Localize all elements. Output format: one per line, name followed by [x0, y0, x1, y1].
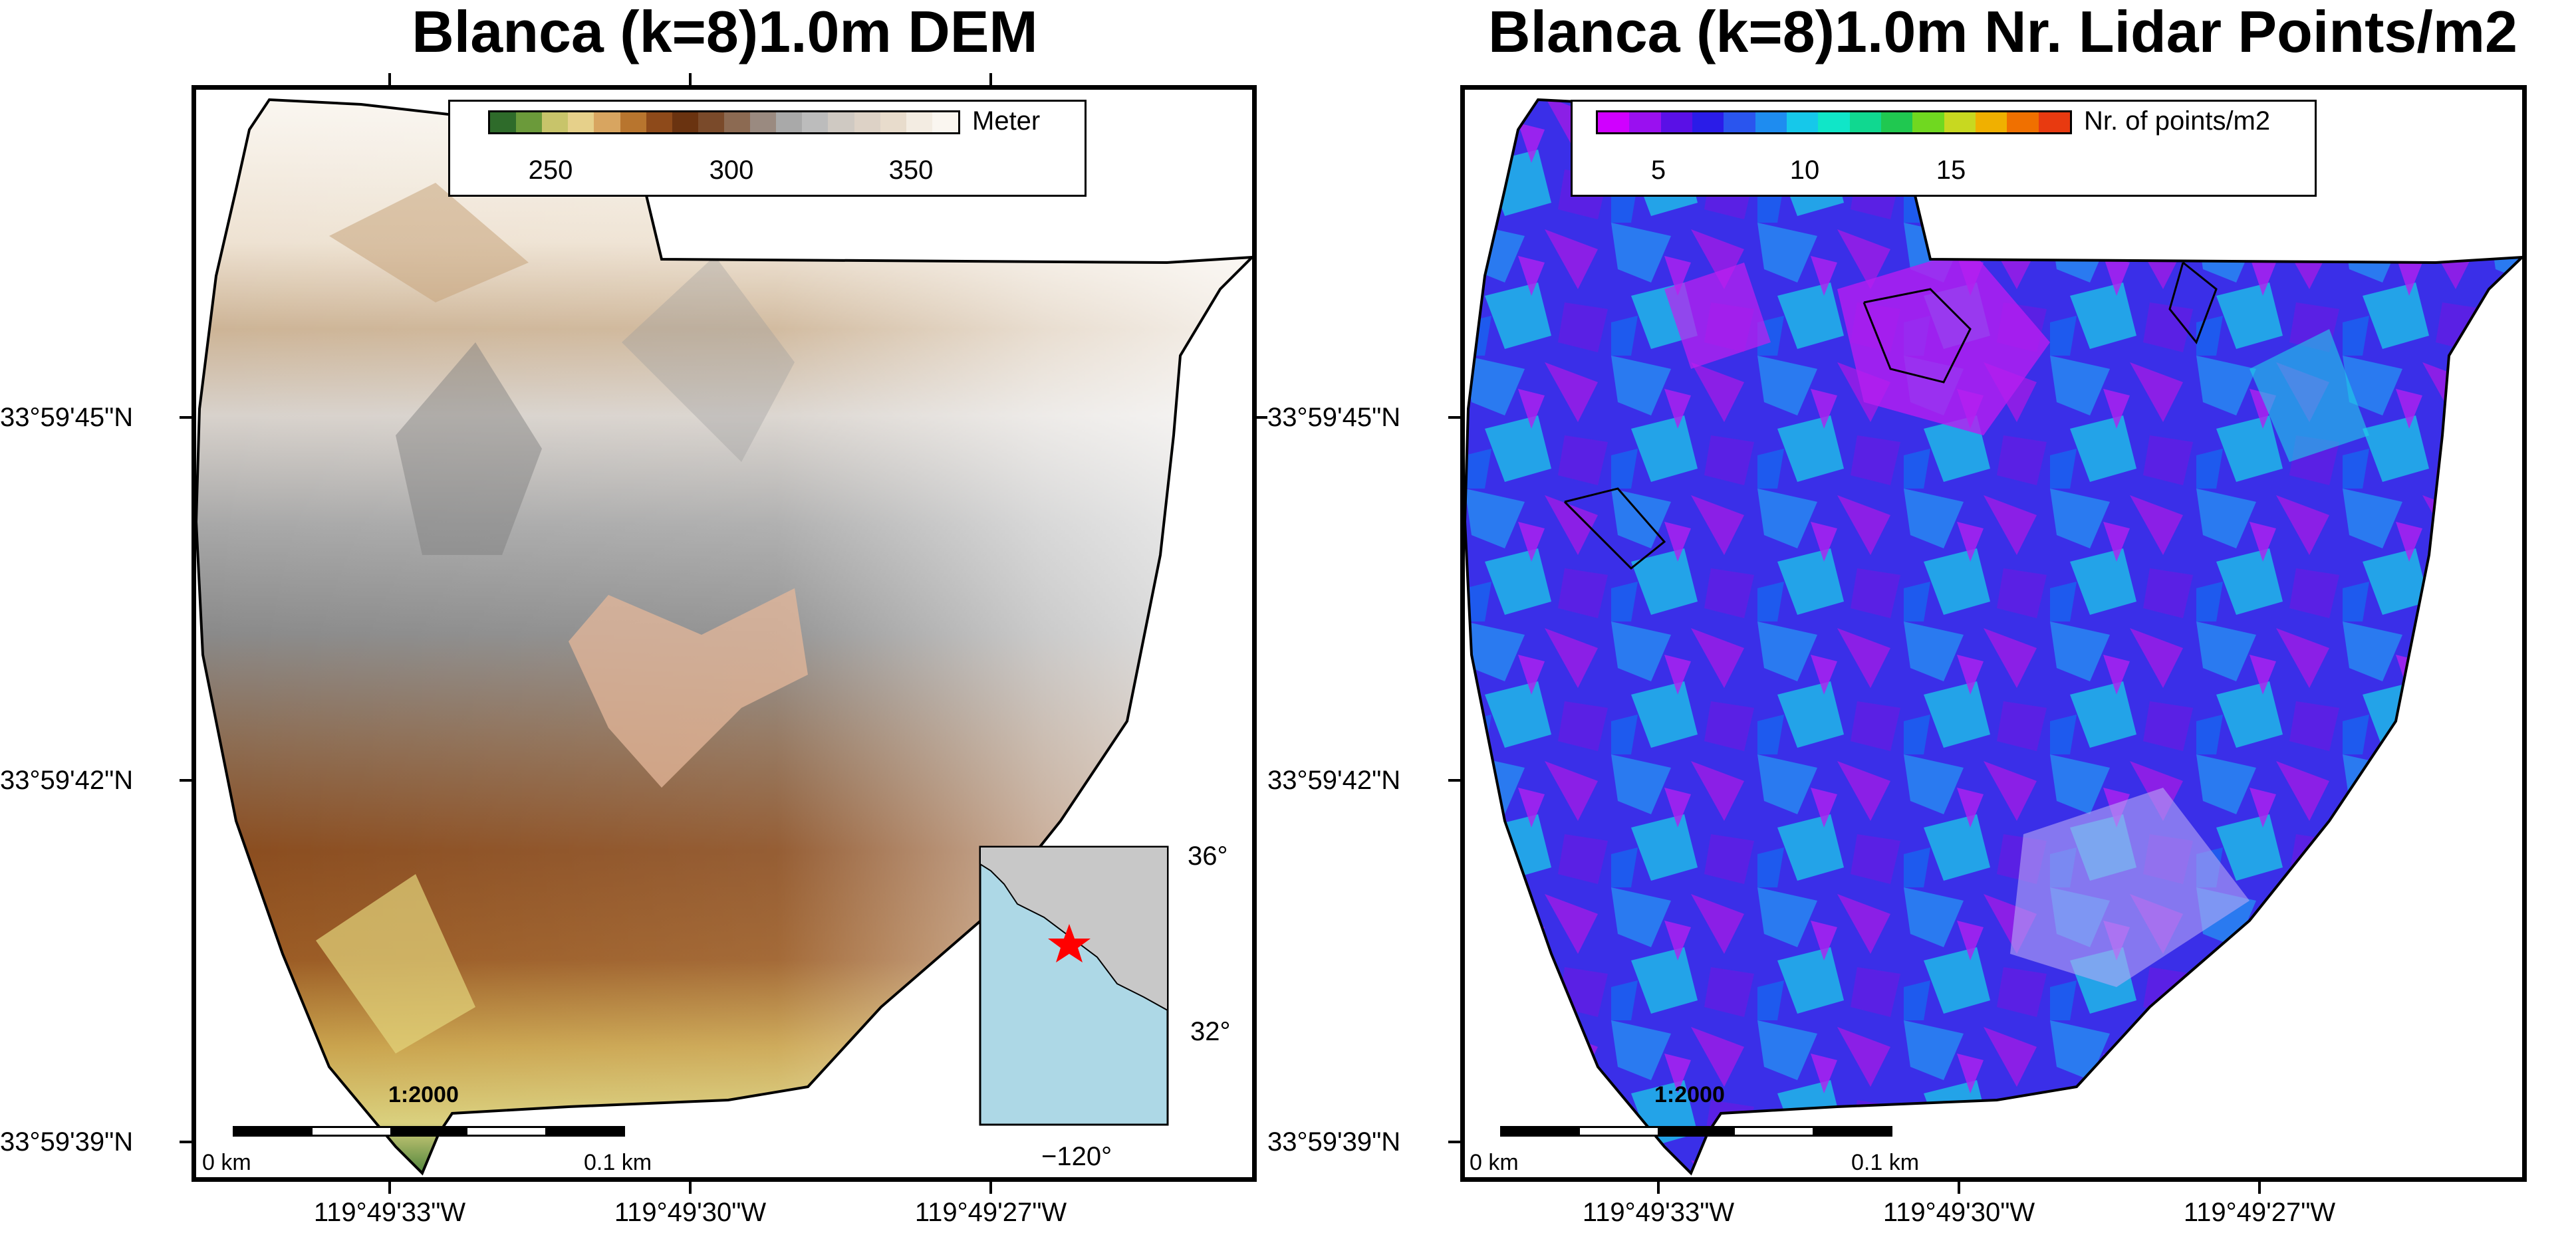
colorbar-segment — [2038, 112, 2070, 132]
dem-map-title: Blanca (k=8)1.0m DEM — [412, 0, 1038, 64]
lon-tick — [989, 73, 992, 85]
density-map-canvas — [1465, 98, 2522, 1176]
lon-tick — [388, 1182, 391, 1194]
density-colorbar-scale — [1596, 110, 2072, 134]
latitude-label: 33°59'39"N — [0, 1127, 134, 1157]
colorbar-segment — [1818, 112, 1850, 132]
dem-colorbar-tick: 350 — [888, 156, 934, 185]
colorbar-segment — [2007, 112, 2039, 132]
colorbar-segment — [516, 112, 543, 132]
colorbar-segment — [1724, 112, 1755, 132]
colorbar-segment — [646, 112, 672, 132]
colorbar-segment — [1944, 112, 1976, 132]
colorbar-segment — [880, 112, 906, 132]
colorbar-segment — [906, 112, 932, 132]
inset-lat-label: 32° — [1190, 1017, 1231, 1046]
density-colorbar-tick: 5 — [1650, 156, 1666, 185]
longitude-label: 119°49'27"W — [2183, 1198, 2336, 1227]
colorbar-segment — [1660, 112, 1692, 132]
longitude-label: 119°49'33"W — [1582, 1198, 1735, 1227]
inset-map-canvas — [979, 845, 1169, 1126]
colorbar-segment — [1755, 112, 1787, 132]
dem-colorbar-tick: 300 — [709, 156, 754, 185]
colorbar-segment — [542, 112, 569, 132]
colorbar-segment — [1692, 112, 1724, 132]
latitude-label: 33°59'39"N — [1267, 1127, 1401, 1157]
lon-tick — [689, 73, 692, 85]
latitude-label: 33°59'42"N — [1267, 766, 1401, 795]
inset-lon-label: −120° — [1041, 1142, 1112, 1171]
scale-bar — [233, 1126, 625, 1137]
colorbar-segment — [620, 112, 646, 132]
colorbar-segment — [1598, 112, 1630, 132]
scale-ratio: 1:2000 — [1654, 1082, 1725, 1107]
colorbar-segment — [723, 112, 751, 132]
scale-bar — [1500, 1126, 1892, 1137]
lon-tick — [989, 1182, 992, 1194]
colorbar-segment — [750, 112, 777, 132]
lat-tick — [1257, 416, 1267, 419]
longitude-label: 119°49'30"W — [614, 1198, 767, 1227]
colorbar-segment — [1786, 112, 1819, 132]
lon-tick — [689, 1182, 692, 1194]
density-map-title: Blanca (k=8)1.0m Nr. Lidar Points/m2 — [1488, 0, 2517, 64]
longitude-label: 119°49'27"W — [914, 1198, 1067, 1227]
scale-ratio: 1:2000 — [388, 1082, 459, 1107]
latitude-label: 33°59'45"N — [1267, 403, 1401, 432]
scale-end-label: 0.1 km — [1851, 1150, 1920, 1175]
colorbar-segment — [1629, 112, 1661, 132]
colorbar-segment — [1975, 112, 2007, 132]
lat-tick — [1448, 1141, 1460, 1143]
colorbar-segment — [490, 112, 517, 132]
scale-end-label: 0.1 km — [584, 1150, 652, 1175]
lon-tick — [388, 73, 391, 85]
lat-tick — [180, 1141, 192, 1143]
longitude-label: 119°49'30"W — [1882, 1198, 2035, 1227]
lat-tick — [1448, 779, 1460, 782]
scale-start-label: 0 km — [202, 1150, 251, 1175]
dem-colorbar-tick: 250 — [528, 156, 573, 185]
colorbar-segment — [776, 112, 803, 132]
lon-tick — [1657, 1182, 1660, 1194]
dem-colorbar-scale — [488, 110, 960, 134]
latitude-label: 33°59'42"N — [0, 766, 134, 795]
colorbar-segment — [802, 112, 829, 132]
colorbar-segment — [854, 112, 880, 132]
latitude-label: 33°59'45"N — [0, 403, 134, 432]
density-colorbar-unit: Nr. of points/m2 — [2084, 106, 2271, 136]
density-map-frame[interactable] — [1460, 85, 2527, 1182]
lon-tick — [2258, 1182, 2261, 1194]
colorbar-segment — [698, 112, 724, 132]
scale-start-label: 0 km — [1470, 1150, 1519, 1175]
longitude-label: 119°49'33"W — [313, 1198, 466, 1227]
colorbar-segment — [932, 112, 958, 132]
inset-locator-map[interactable] — [977, 844, 1177, 1130]
colorbar-segment — [1880, 112, 1913, 132]
lat-tick — [1448, 416, 1460, 419]
colorbar-segment — [672, 112, 698, 132]
location-star-icon — [1048, 924, 1091, 962]
colorbar-segment — [1912, 112, 1944, 132]
colorbar-segment — [594, 112, 620, 132]
colorbar-segment — [828, 112, 854, 132]
lat-tick — [180, 416, 192, 419]
dem-colorbar-unit: Meter — [972, 106, 1041, 136]
colorbar-segment — [1849, 112, 1881, 132]
lon-tick — [1958, 1182, 1960, 1194]
density-colorbar-tick: 15 — [1936, 156, 1966, 185]
colorbar-segment — [568, 112, 594, 132]
inset-lat-label: 36° — [1188, 842, 1228, 871]
density-colorbar-tick: 10 — [1789, 156, 1820, 185]
lat-tick — [180, 779, 192, 782]
